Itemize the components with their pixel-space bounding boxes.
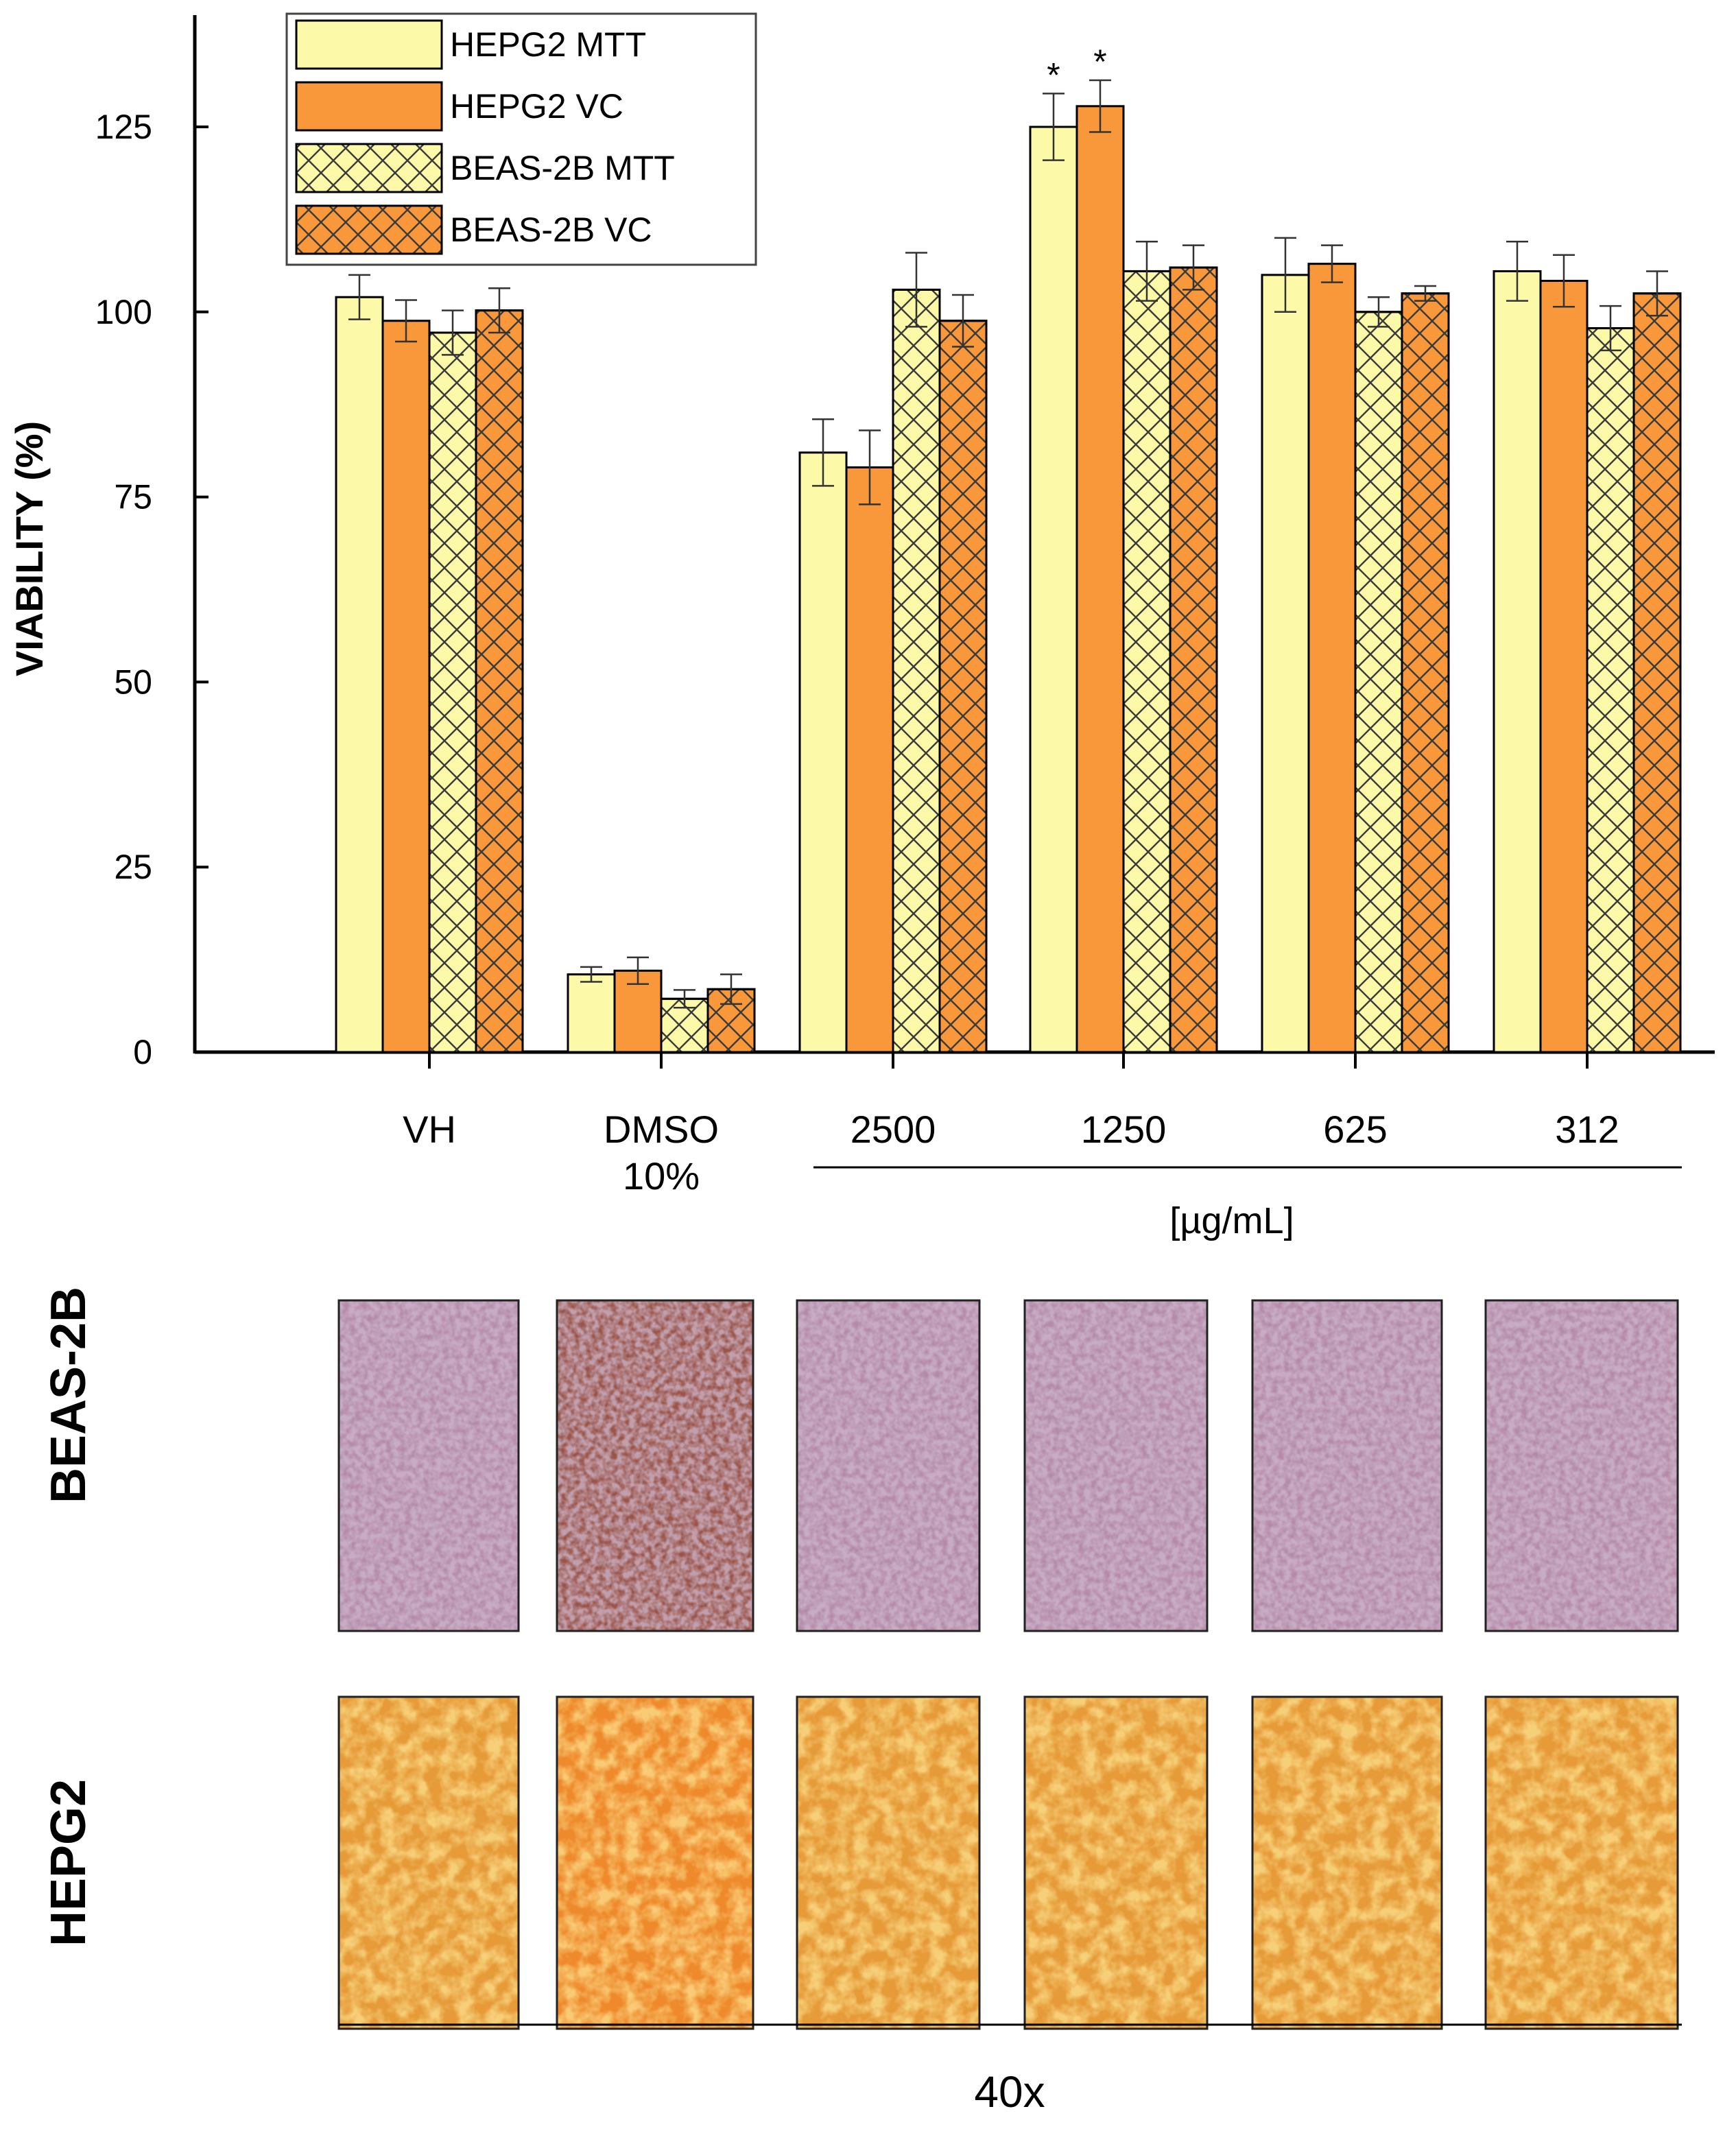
- micrograph-texture: [339, 1300, 519, 1631]
- bar-hatch: [1354, 311, 1403, 1053]
- micrograph-frame: [1484, 1299, 1679, 1632]
- bar: [845, 466, 894, 1053]
- micrograph-texture: [1025, 1697, 1207, 2029]
- bar: [1075, 105, 1125, 1053]
- micrograph-row-label: HEPG2: [41, 1779, 96, 1946]
- bar: [1261, 274, 1310, 1053]
- micrograph-frame: [1251, 1695, 1443, 2030]
- y-axis-ticks: 0 25 50 75 100 125: [95, 108, 209, 1071]
- x-category-label: 10%: [623, 1154, 700, 1198]
- micrograph-texture: [797, 1300, 979, 1631]
- bar: [381, 320, 431, 1053]
- micrograph-texture: [1252, 1300, 1442, 1631]
- micrograph-frame: [1484, 1695, 1679, 2030]
- significance-star: *: [1047, 56, 1060, 94]
- x-category-label: 2500: [851, 1108, 936, 1151]
- y-tick-label: 75: [114, 478, 152, 516]
- y-tick-label: 100: [95, 293, 152, 331]
- micrograph-texture: [1486, 1300, 1678, 1631]
- micrograph-frame: [556, 1695, 754, 2030]
- micrograph-grid: BEAS-2B HEPG2: [41, 1287, 1679, 2030]
- significance-star: *: [1093, 43, 1106, 81]
- x-category-label: 1250: [1081, 1108, 1167, 1151]
- micrograph-frame: [556, 1299, 754, 1632]
- y-tick-label: 125: [95, 108, 152, 146]
- bar: [798, 451, 848, 1053]
- bar: [1307, 263, 1357, 1053]
- micrograph-texture: [1025, 1300, 1207, 1631]
- micrograph-frame: [796, 1299, 981, 1632]
- legend-label: BEAS-2B MTT: [450, 149, 675, 187]
- bar-hatch: [1122, 270, 1172, 1053]
- micrograph-row-label: BEAS-2B: [41, 1287, 96, 1503]
- legend-label: HEPG2 VC: [450, 87, 623, 126]
- micrograph-frame: [1023, 1299, 1209, 1632]
- x-category-label: 625: [1323, 1108, 1387, 1151]
- micrograph-frame: [796, 1695, 981, 2030]
- micrograph-texture: [339, 1697, 519, 2029]
- x-category-label: DMSO: [604, 1108, 719, 1151]
- micrograph-frame: [337, 1299, 520, 1632]
- bar: [567, 973, 616, 1053]
- bar-hatch: [475, 309, 524, 1053]
- legend: HEPG2 MTT HEPG2 VC BEAS-2B MTT BEAS-2B VC: [285, 12, 757, 266]
- x-category-label: VH: [403, 1108, 456, 1151]
- significance-marks: * *: [1047, 43, 1106, 94]
- micrograph-texture: [557, 1300, 753, 1631]
- legend-swatch: [295, 19, 443, 70]
- legend-swatch-hatch: [295, 143, 443, 193]
- bar-hatch: [706, 988, 756, 1053]
- bar-series: [335, 105, 1682, 1053]
- bar-hatch: [1169, 266, 1218, 1053]
- legend-label: HEPG2 MTT: [450, 25, 646, 64]
- bar-hatch: [1401, 292, 1450, 1053]
- x-category-label: 312: [1555, 1108, 1619, 1151]
- bar-hatch: [938, 320, 988, 1053]
- bar: [335, 296, 384, 1053]
- micrograph-frame: [1251, 1299, 1443, 1632]
- bar-hatch: [428, 331, 477, 1053]
- legend-swatch-hatch: [295, 204, 443, 255]
- concentration-unit-label: [µg/mL]: [1169, 1200, 1294, 1241]
- bar-hatch: [892, 288, 941, 1053]
- micrograph-texture: [1252, 1697, 1442, 2029]
- bar-hatch: [1586, 327, 1635, 1053]
- bar: [1029, 126, 1078, 1053]
- error-bars: [348, 79, 1668, 1009]
- y-tick-label: 50: [114, 663, 152, 701]
- magnification-label: 40x: [974, 2067, 1045, 2117]
- micrograph-texture: [557, 1697, 753, 2029]
- micrograph-frame: [337, 1695, 520, 2030]
- micrograph-frame: [1023, 1695, 1209, 2030]
- legend-label: BEAS-2B VC: [450, 211, 652, 249]
- bar: [1539, 279, 1589, 1053]
- y-tick-label: 25: [114, 848, 152, 886]
- bar-hatch: [1632, 292, 1682, 1053]
- y-axis-title: VIABILITY (%): [8, 421, 51, 676]
- micrograph-texture: [1486, 1697, 1678, 2029]
- bar: [1493, 270, 1542, 1053]
- y-tick-label: 0: [133, 1033, 152, 1071]
- legend-swatch: [295, 81, 443, 132]
- micrograph-texture: [797, 1697, 979, 2029]
